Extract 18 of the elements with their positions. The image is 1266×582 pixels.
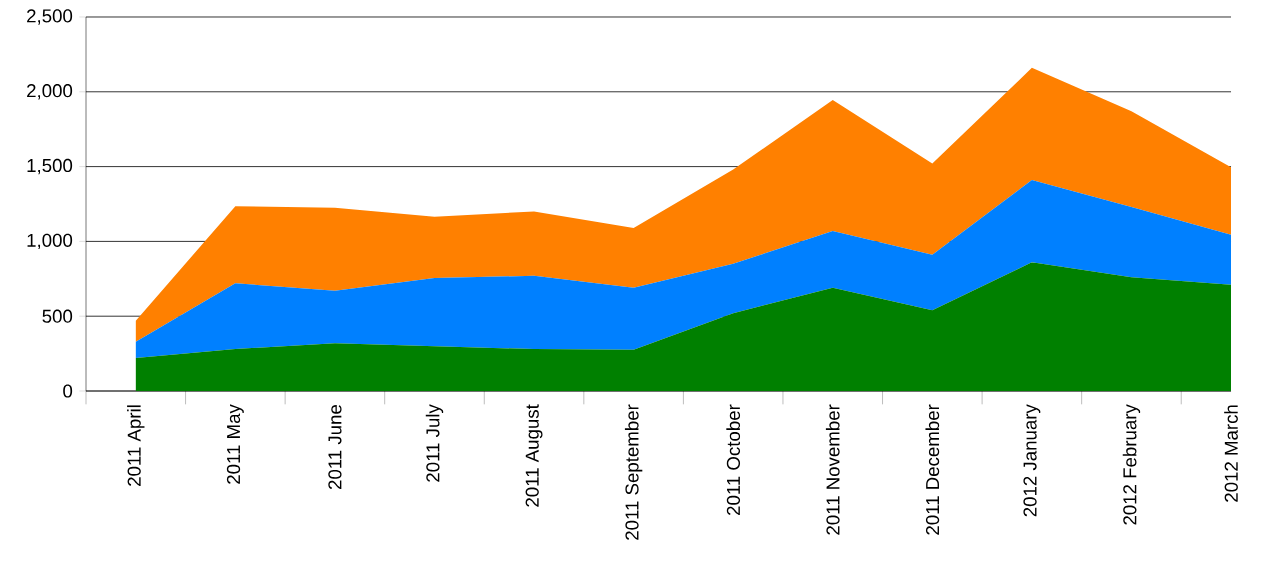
x-tick-label: 2011 August bbox=[525, 404, 543, 507]
x-tick-label: 2011 December bbox=[925, 404, 940, 535]
y-tick-label: 2,500 bbox=[27, 9, 73, 25]
x-tick-label: 2011 April bbox=[127, 405, 145, 486]
x-tick-label: 2011 May bbox=[226, 404, 244, 484]
x-tick-label: 2011 September bbox=[624, 404, 643, 540]
y-tick-label: 2,000 bbox=[27, 84, 73, 100]
x-tick-label: 2011 November bbox=[825, 404, 840, 535]
x-tick-label: 2011 July bbox=[425, 404, 444, 482]
y-tick-label: 1,000 bbox=[27, 233, 73, 250]
x-tick-label: 2012 January bbox=[1023, 404, 1041, 517]
y-tick-label: 500 bbox=[42, 309, 73, 323]
x-tick-label: 2012 February bbox=[1122, 404, 1141, 525]
x-tick-label: 2012 March bbox=[1224, 405, 1238, 502]
y-tick-label: 1,500 bbox=[27, 158, 73, 175]
x-tick-label: 2011 June bbox=[328, 405, 342, 490]
y-tick-label: 0 bbox=[63, 384, 73, 398]
x-tick-label: 2011 October bbox=[726, 404, 741, 515]
